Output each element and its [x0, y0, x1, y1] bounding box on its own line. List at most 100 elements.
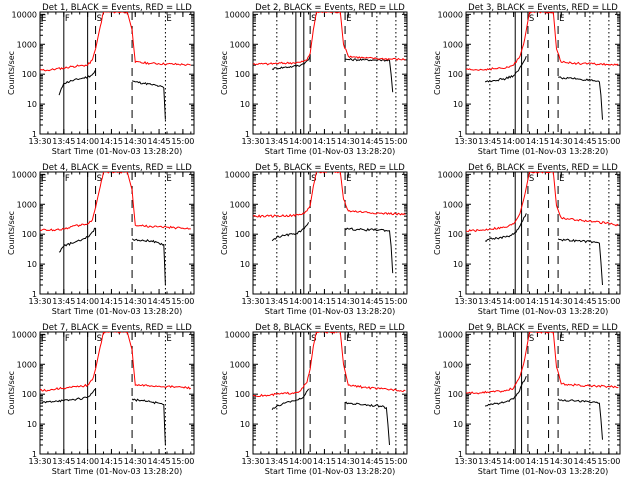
x-tick-label: 14:15 [100, 457, 123, 466]
x-tick-label: 13:30 [241, 297, 264, 306]
y-tick-label: 1 [245, 290, 250, 299]
x-tick-label: 14:15 [313, 457, 336, 466]
x-tick-label: 14:00 [76, 457, 99, 466]
y-tick-label: 1000 [230, 40, 250, 49]
y-tick-label: 10 [453, 420, 463, 429]
series-line [58, 227, 96, 253]
marker-label: S [97, 14, 102, 24]
y-tick-label: 10 [453, 260, 463, 269]
panel-det-1: Det 1, BLACK = Events, RED = LLD 1 10 100 10… [7, 3, 195, 156]
y-tick-label: 10000 [12, 330, 37, 339]
y-tick-label: 10000 [12, 10, 37, 19]
x-tick-label: 14:15 [526, 297, 549, 306]
x-tick-label: 13:45 [52, 137, 75, 146]
x-tick-label: 14:15 [313, 137, 336, 146]
marker-label: E [166, 334, 171, 344]
series-line [131, 238, 166, 286]
y-tick-label: 10000 [225, 170, 250, 179]
x-tick-label: 13:30 [28, 457, 51, 466]
x-tick-label: 14:00 [289, 137, 312, 146]
x-tick-label: 13:45 [478, 457, 501, 466]
y-axis-label: Counts/sec [433, 371, 442, 415]
x-tick-label: 14:00 [502, 297, 525, 306]
y-axis-label: Counts/sec [7, 371, 16, 415]
x-tick-label: 14:30 [550, 297, 573, 306]
y-axis-label: Counts/sec [433, 51, 442, 95]
y-tick-label: 10000 [225, 10, 250, 19]
x-tick-label: 13:30 [454, 137, 477, 146]
y-tick-label: 10 [453, 100, 463, 109]
series-group [466, 172, 619, 286]
y-tick-label: 100 [448, 70, 463, 79]
x-tick-label: 13:30 [454, 457, 477, 466]
x-tick-label: 15:00 [171, 297, 194, 306]
y-tick-label: 100 [235, 70, 250, 79]
series-line [40, 172, 191, 232]
series-line [344, 227, 394, 274]
chart-title: Det 7, BLACK = Events, RED = LLD [42, 323, 192, 333]
series-group [40, 12, 192, 120]
y-tick-label: 10000 [225, 330, 250, 339]
series-line [484, 56, 527, 83]
series-line [40, 388, 96, 404]
y-tick-label: 1000 [17, 200, 37, 209]
panel-det-2: Det 2, BLACK = Events, RED = LLD 1 10 100 10… [220, 3, 408, 156]
x-tick-label: 14:15 [313, 297, 336, 306]
series-line [271, 56, 311, 71]
chart-title: Det 2, BLACK = Events, RED = LLD [255, 3, 405, 13]
series-line [484, 213, 527, 242]
x-tick-label: 14:15 [100, 297, 123, 306]
marker-label: F [65, 334, 70, 344]
chart-title: Det 4, BLACK = Events, RED = LLD [42, 163, 192, 173]
marker-label: E [559, 14, 564, 24]
series-line [253, 172, 406, 219]
y-tick-label: 100 [22, 390, 37, 399]
x-tick-label: 14:00 [502, 137, 525, 146]
x-axis-label: Start Time (01-Nov-03 13:28:20) [52, 467, 182, 476]
x-tick-label: 13:30 [454, 297, 477, 306]
x-tick-label: 15:00 [597, 457, 620, 466]
marker-label: F [65, 14, 70, 24]
y-axis-label: Counts/sec [220, 211, 229, 255]
plot-frame [465, 331, 621, 455]
plot-frame [252, 171, 408, 295]
marker-label: S [97, 174, 102, 184]
y-tick-label: 10 [240, 100, 250, 109]
x-tick-label: 15:00 [384, 297, 407, 306]
marker-label: S [311, 174, 316, 184]
y-tick-label: 1000 [230, 360, 250, 369]
x-tick-label: 14:45 [148, 297, 171, 306]
x-tick-label: 15:00 [171, 457, 194, 466]
y-tick-label: 10000 [438, 10, 463, 19]
y-tick-label: 10000 [438, 170, 463, 179]
x-tick-label: 14:45 [361, 457, 384, 466]
marker-label: E [559, 334, 564, 344]
marker-label: E [346, 334, 351, 344]
plot-frame [39, 11, 195, 135]
series-line [344, 401, 390, 446]
chart-title: Det 6, BLACK = Events, RED = LLD [468, 163, 618, 173]
x-axis-label: Start Time (01-Nov-03 13:28:20) [478, 147, 608, 156]
x-tick-label: 14:45 [148, 137, 171, 146]
marker-label: S [311, 14, 316, 24]
y-tick-label: 1000 [443, 40, 463, 49]
y-tick-label: 10 [27, 100, 37, 109]
x-axis-label: Start Time (01-Nov-03 13:28:20) [478, 307, 608, 316]
x-tick-label: 13:45 [265, 457, 288, 466]
marker-label: S [311, 334, 316, 344]
panel-det-9: Det 9, BLACK = Events, RED = LLD 1 10 100 10… [433, 323, 621, 476]
x-tick-label: 14:15 [100, 137, 123, 146]
y-axis-label: Counts/sec [7, 51, 16, 95]
series-group [253, 12, 406, 93]
series-line [466, 172, 619, 233]
x-axis-label: Start Time (01-Nov-03 13:28:20) [478, 467, 608, 476]
x-tick-label: 15:00 [597, 297, 620, 306]
series-line [40, 332, 192, 392]
y-axis-label: Counts/sec [433, 211, 442, 255]
x-tick-label: 15:00 [171, 137, 194, 146]
marker-label: E [346, 174, 351, 184]
x-tick-label: 13:30 [241, 457, 264, 466]
series-line [253, 12, 406, 66]
marker-label: E [41, 334, 46, 344]
